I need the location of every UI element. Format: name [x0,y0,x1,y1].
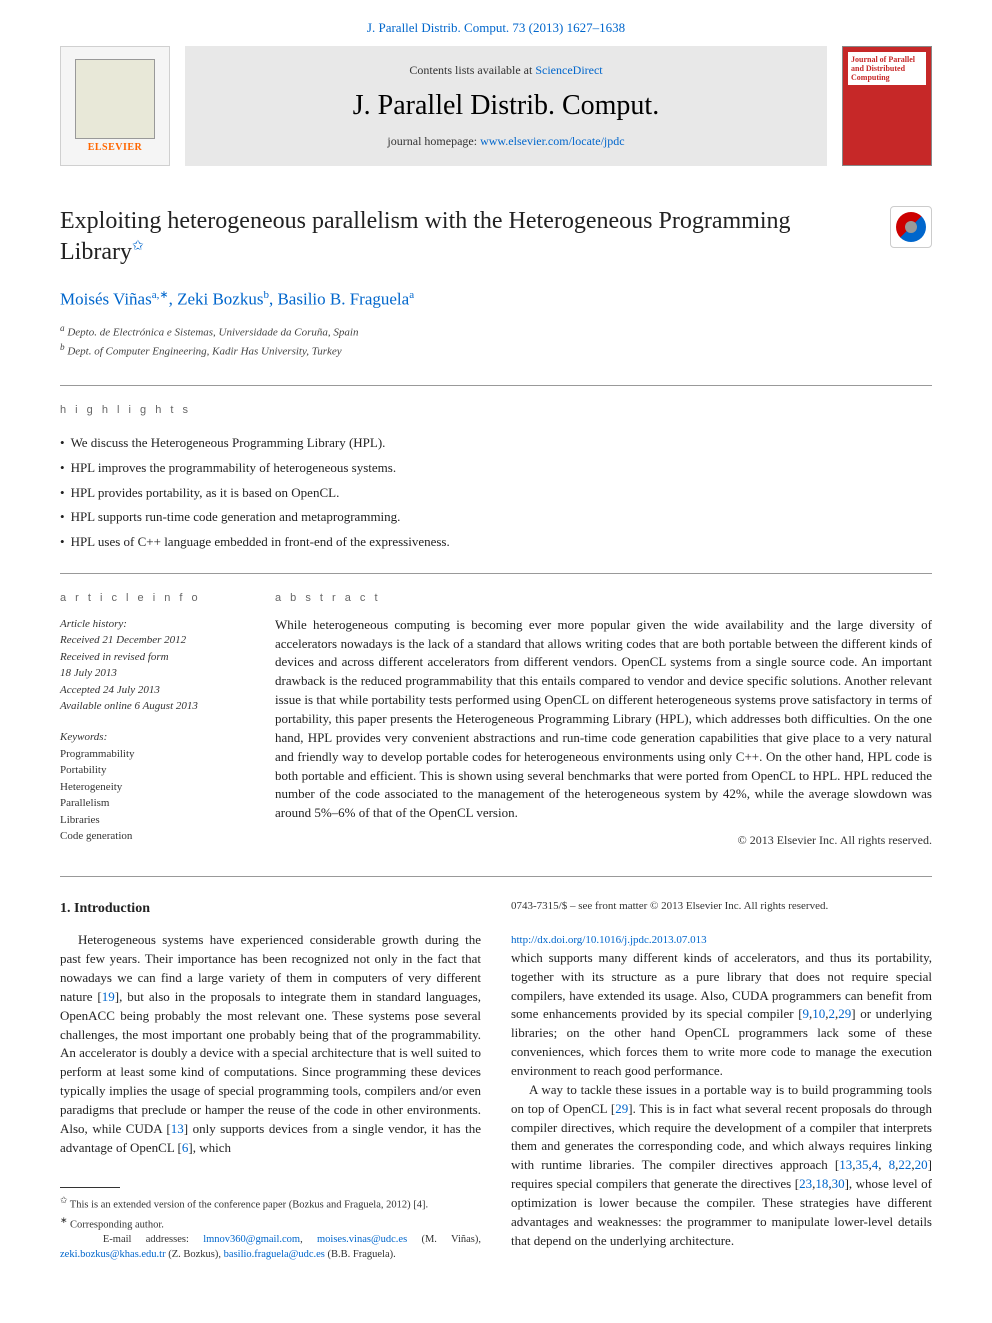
emails-footnote: E-mail addresses: lmnov360@gmail.com, mo… [60,1233,481,1262]
front-matter-copyright: 0743-7315/$ – see front matter © 2013 El… [511,899,932,915]
ref-6[interactable]: 6 [182,1140,189,1155]
title-star-icon: ✩ [132,239,144,254]
keyword: Portability [60,762,240,779]
doi-link[interactable]: http://dx.doi.org/10.1016/j.jpdc.2013.07… [511,934,707,946]
available-date: Available online 6 August 2013 [60,698,240,715]
keyword: Code generation [60,828,240,845]
footnotes: ✩ This is an extended version of the con… [60,1187,481,1262]
received-date: Received 21 December 2012 [60,632,240,649]
contents-line: Contents lists available at ScienceDirec… [409,63,602,78]
ref-23[interactable]: 23 [799,1176,812,1191]
info-label: a r t i c l e i n f o [60,592,240,604]
author-1[interactable]: Moisés Viñas [60,290,152,309]
cover-title: Journal of Parallel and Distributed Comp… [848,52,926,85]
banner-center: Contents lists available at ScienceDirec… [185,46,827,166]
section-1-heading: 1. Introduction [60,899,481,919]
article-info-column: a r t i c l e i n f o Article history: R… [60,592,240,848]
ref-29[interactable]: 29 [838,1006,851,1021]
highlights-section: h i g h l i g h t s •We discuss the Hete… [60,386,932,572]
highlight-item: •HPL uses of C++ language embedded in fr… [60,530,932,555]
elsevier-tree-icon [75,59,155,139]
journal-title: J. Parallel Distrib. Comput. [353,90,659,122]
email-3[interactable]: basilio.fraguela@udc.es [224,1249,325,1260]
ref-20[interactable]: 20 [915,1157,928,1172]
affiliation-b: b Dept. of Computer Engineering, Kadir H… [60,341,932,360]
journal-cover-thumbnail: Journal of Parallel and Distributed Comp… [842,46,932,166]
citation-link[interactable]: J. Parallel Distrib. Comput. 73 (2013) 1… [367,20,625,35]
homepage-link[interactable]: www.elsevier.com/locate/jpdc [480,134,625,148]
abstract-text: While heterogeneous computing is becomin… [275,616,932,823]
highlight-item: •HPL provides portability, as it is base… [60,481,932,506]
elsevier-label: ELSEVIER [88,142,143,153]
ref-10[interactable]: 10 [812,1006,825,1021]
ref-35[interactable]: 35 [855,1157,868,1172]
title-text: Exploiting heterogeneous parallelism wit… [60,208,791,265]
abstract-label: a b s t r a c t [275,592,932,604]
author-2-sup: b [263,289,269,301]
article-title: Exploiting heterogeneous parallelism wit… [60,206,870,268]
email-1b[interactable]: moises.vinas@udc.es [317,1234,407,1245]
section-1-para-2: which supports many different kinds of a… [511,949,932,1081]
section-1-para-3: A way to tackle these issues in a portab… [511,1081,932,1251]
crossmark-icon [896,212,926,242]
star-footnote: ✩ This is an extended version of the con… [60,1194,481,1213]
highlights-label: h i g h l i g h t s [60,404,932,416]
highlight-item: •HPL supports run-time code generation a… [60,505,932,530]
highlights-list: •We discuss the Heterogeneous Programmin… [60,431,932,554]
ref-18[interactable]: 18 [815,1176,828,1191]
info-abstract-row: a r t i c l e i n f o Article history: R… [60,574,932,876]
author-2[interactable]: Zeki Bozkus [177,290,263,309]
ref-19[interactable]: 19 [102,989,115,1004]
affiliation-a: a Depto. de Electrónica e Sistemas, Univ… [60,322,932,341]
journal-banner: ELSEVIER Contents lists available at Sci… [0,46,992,166]
abstract-column: a b s t r a c t While heterogeneous comp… [275,592,932,848]
keywords-list: Programmability Portability Heterogeneit… [60,746,240,845]
doi-line: http://dx.doi.org/10.1016/j.jpdc.2013.07… [511,933,932,949]
article-body: Exploiting heterogeneous parallelism wit… [0,206,992,1262]
highlight-item: •We discuss the Heterogeneous Programmin… [60,431,932,456]
abstract-copyright: © 2013 Elsevier Inc. All rights reserved… [275,833,932,848]
keyword: Heterogeneity [60,779,240,796]
affiliations: a Depto. de Electrónica e Sistemas, Univ… [60,322,932,360]
keyword: Parallelism [60,795,240,812]
ref-29b[interactable]: 29 [615,1101,628,1116]
title-row: Exploiting heterogeneous parallelism wit… [60,206,932,268]
ref-4[interactable]: 4 [872,1157,879,1172]
homepage-prefix: journal homepage: [387,134,480,148]
contents-prefix: Contents lists available at [409,63,535,77]
keywords-label: Keywords: [60,731,240,743]
footnote-divider [60,1187,120,1188]
section-1-para-1: Heterogeneous systems have experienced c… [60,931,481,1157]
authors-line: Moisés Viñasa,∗, Zeki Bozkusb, Basilio B… [60,288,932,310]
keyword: Programmability [60,746,240,763]
keyword: Libraries [60,812,240,829]
ref-2[interactable]: 2 [829,1006,836,1021]
journal-citation-header: J. Parallel Distrib. Comput. 73 (2013) 1… [0,0,992,46]
author-3[interactable]: Basilio B. Fraguela [277,290,409,309]
ref-13[interactable]: 13 [171,1121,184,1136]
highlight-item: •HPL improves the programmability of het… [60,456,932,481]
history-label: Article history: [60,616,240,633]
article-history: Article history: Received 21 December 20… [60,616,240,715]
revised-label: Received in revised form [60,649,240,666]
ref-9[interactable]: 9 [803,1006,810,1021]
homepage-line: journal homepage: www.elsevier.com/locat… [387,134,624,149]
email-2[interactable]: zeki.bozkus@khas.edu.tr [60,1249,166,1260]
revised-date: 18 July 2013 [60,665,240,682]
author-1-sup: a,∗ [152,289,169,301]
sciencedirect-link[interactable]: ScienceDirect [535,63,602,77]
ref-22[interactable]: 22 [898,1157,911,1172]
ref-13b[interactable]: 13 [839,1157,852,1172]
ref-30[interactable]: 30 [832,1176,845,1191]
elsevier-logo: ELSEVIER [60,46,170,166]
accepted-date: Accepted 24 July 2013 [60,682,240,699]
author-3-sup: a [409,289,414,301]
email-1[interactable]: lmnov360@gmail.com [203,1234,300,1245]
crossmark-button[interactable] [890,206,932,248]
divider-3 [60,876,932,877]
ref-8[interactable]: 8 [889,1157,896,1172]
corresponding-footnote: ∗ Corresponding author. [60,1214,481,1233]
body-two-column: 1. Introduction Heterogeneous systems ha… [60,899,932,1262]
